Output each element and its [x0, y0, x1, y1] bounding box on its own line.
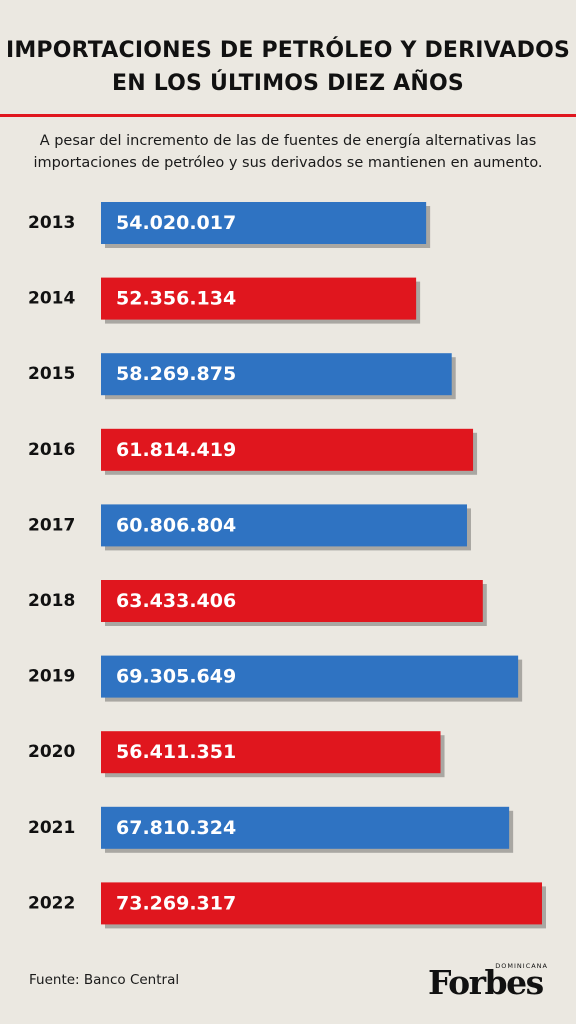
- value-label-2015: 58.269.875: [116, 363, 236, 385]
- year-label-2015: 2015: [28, 364, 75, 384]
- value-label-2021: 67.810.324: [116, 817, 236, 839]
- value-label-2013: 54.020.017: [116, 212, 236, 234]
- bar-2016: [101, 428, 474, 471]
- bar-2020: [101, 731, 441, 774]
- year-label-2014: 2014: [28, 289, 75, 309]
- source-note: Fuente: Banco Central: [29, 972, 180, 988]
- logo-subtitle: DOMINICANA: [495, 962, 548, 970]
- bar-2014: [101, 277, 417, 320]
- year-label-2020: 2020: [28, 742, 75, 762]
- year-label-2013: 2013: [28, 213, 75, 233]
- chart-subtitle: A pesar del incremento de las de fuentes…: [33, 133, 543, 171]
- bar-chart: 2013 54.020.017 2014 52.356.134 2015 58.269.8…: [28, 202, 546, 929]
- bar-2021: [101, 806, 510, 849]
- bar-2022: [101, 882, 542, 925]
- bar-2018: [101, 580, 483, 622]
- year-label-2021: 2021: [28, 818, 75, 838]
- year-label-2022: 2022: [28, 893, 75, 913]
- value-label-2022: 73.269.317: [116, 892, 236, 914]
- bar-2019: [101, 655, 519, 698]
- value-label-2014: 52.356.134: [116, 288, 236, 310]
- year-label-2017: 2017: [28, 515, 75, 535]
- title-divider: [0, 114, 576, 117]
- value-label-2016: 61.814.419: [116, 439, 236, 461]
- value-label-2018: 63.433.406: [116, 590, 236, 612]
- chart-title: IMPORTACIONES DE PETRÓLEO Y DERIVADOS EN…: [5, 38, 571, 96]
- bar-2013: [101, 202, 427, 244]
- year-label-2016: 2016: [28, 440, 75, 460]
- logo-wordmark: Forbes: [428, 963, 544, 1002]
- value-label-2020: 56.411.351: [116, 741, 236, 763]
- forbes-logo: DOMINICANA Forbes: [428, 962, 548, 1002]
- year-label-2018: 2018: [28, 591, 75, 611]
- value-label-2017: 60.806.804: [116, 514, 236, 536]
- bar-2017: [101, 504, 467, 547]
- bar-2015: [101, 353, 452, 396]
- value-label-2019: 69.305.649: [116, 666, 236, 688]
- year-label-2019: 2019: [28, 667, 75, 687]
